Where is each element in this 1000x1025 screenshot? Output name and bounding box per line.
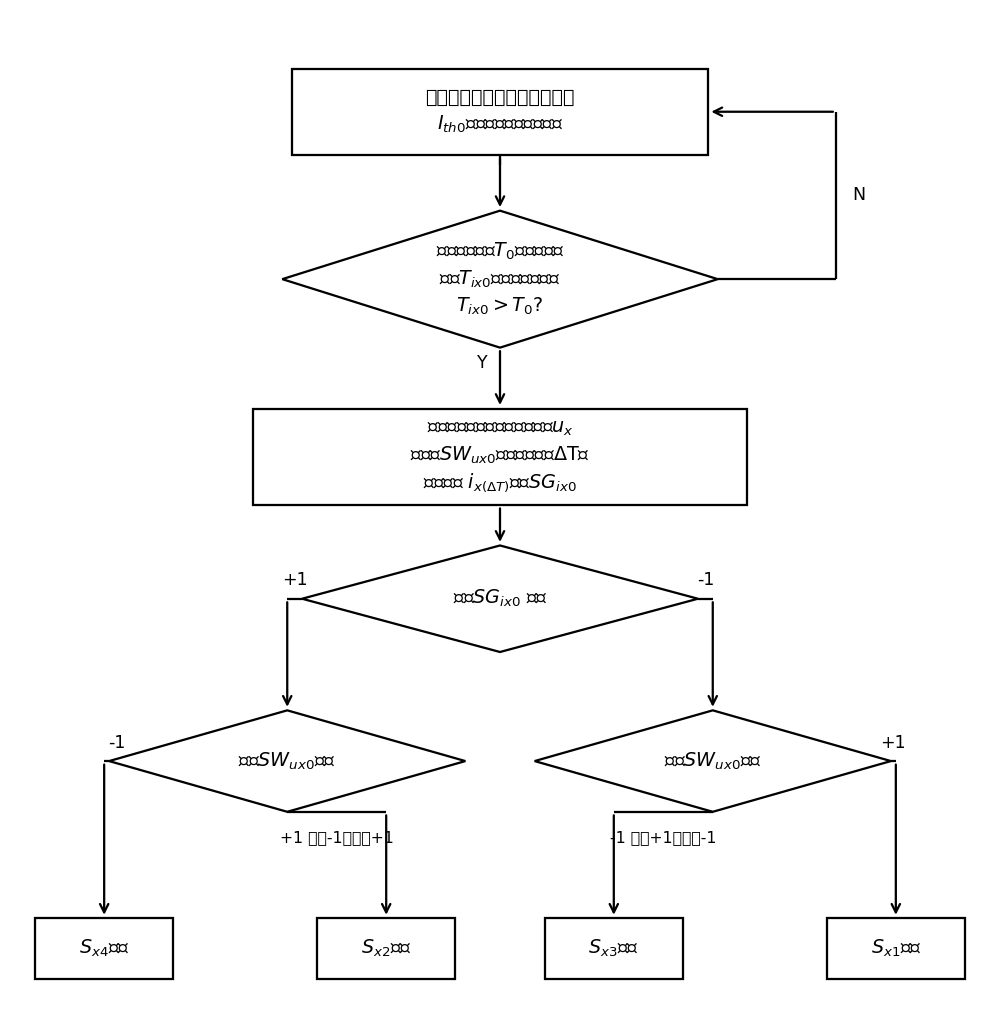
Text: 根据三相电流和零域电流阈值
$I_{th0}$，计算对应相零域电流: 根据三相电流和零域电流阈值 $I_{th0}$，计算对应相零域电流	[425, 88, 575, 135]
Text: -1 或从+1变化到-1: -1 或从+1变化到-1	[610, 829, 717, 845]
Text: 判断$SG_{ix0}$ 极性: 判断$SG_{ix0}$ 极性	[453, 588, 547, 610]
Bar	[35, 918, 173, 979]
Text: +1: +1	[881, 734, 906, 751]
Text: $S_{x3}$故障: $S_{x3}$故障	[588, 938, 639, 959]
Bar	[827, 918, 965, 979]
Text: N: N	[852, 187, 865, 204]
Text: -1: -1	[108, 734, 125, 751]
Bar	[292, 69, 708, 155]
Polygon shape	[302, 545, 698, 652]
Text: $S_{x4}$故障: $S_{x4}$故障	[79, 938, 129, 959]
Text: 判断$SW_{ux0}$极性: 判断$SW_{ux0}$极性	[664, 750, 762, 772]
Text: +1 或从-1变化到+1: +1 或从-1变化到+1	[280, 829, 394, 845]
Text: 计算零域电流下三相调制电压$u_x$
的极性$SW_{ux0}$、时间偏移量ΔT后
零域电流 $i_{x(ΔT)}$极性$SG_{ix0}$: 计算零域电流下三相调制电压$u_x$ 的极性$SW_{ux0}$、时间偏移量ΔT…	[410, 419, 590, 494]
Bar	[253, 409, 747, 505]
Text: Y: Y	[477, 354, 487, 372]
Bar	[545, 918, 683, 979]
Polygon shape	[535, 710, 891, 812]
Text: 判断$SW_{ux0}$极性: 判断$SW_{ux0}$极性	[238, 750, 336, 772]
Text: +1: +1	[282, 572, 307, 589]
Text: 根据检测阈值$T_0$和零域电流
长度$T_{ix0}$，进行故障判断
$T_{ix0}>T_0$?: 根据检测阈值$T_0$和零域电流 长度$T_{ix0}$，进行故障判断 $T_{…	[436, 241, 564, 318]
Bar	[317, 918, 455, 979]
Text: $S_{x2}$故障: $S_{x2}$故障	[361, 938, 412, 959]
Polygon shape	[109, 710, 465, 812]
Text: $S_{x1}$故障: $S_{x1}$故障	[871, 938, 921, 959]
Text: -1: -1	[697, 572, 714, 589]
Polygon shape	[282, 211, 718, 347]
